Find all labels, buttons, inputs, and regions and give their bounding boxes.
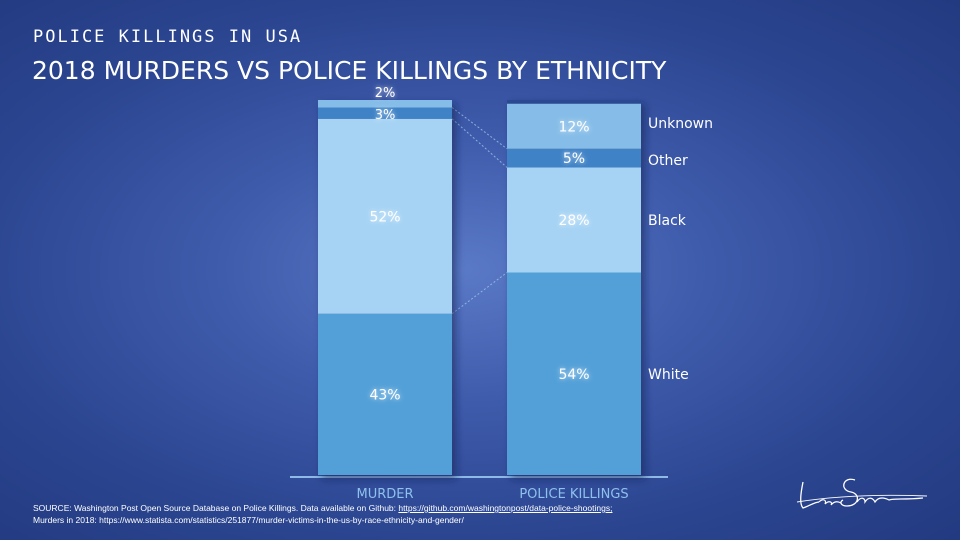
data-label-black-1: 52% [369,209,400,225]
bar-segment-other-2 [507,148,641,168]
data-label-white-2: 54% [558,367,589,383]
data-label-other-2: 5% [563,151,585,167]
data-label-black-2: 28% [558,213,589,229]
bar-segment-black-1 [318,118,452,314]
legend-other: Other [648,153,688,169]
connector-line [451,107,508,150]
bar-segment-unknown-1 [318,100,452,108]
legend-white: White [648,367,689,383]
bar-segment-black-2 [507,167,641,273]
category-label-2: POLICE KILLINGS [519,487,628,502]
connector-line [451,272,508,315]
source-line-1: SOURCE: Washington Post Open Source Data… [33,502,733,514]
chart-title: 2018 MURDERS VS POLICE KILLINGS BY ETHNI… [32,56,667,85]
legend-unknown: Unknown [648,116,713,132]
segment-labels: 43% 52% 3% 2% 54% 28% 5% 12% [369,86,589,403]
connector-line [451,118,508,168]
author-signature [796,478,928,509]
category-label-1: MURDER [356,487,413,502]
bar-segment-unknown-2 [507,103,641,149]
data-label-unknown-2: 12% [558,119,589,135]
source-github-link[interactable]: https://github.com/washingtonpost/data-p… [398,503,613,513]
data-label-white-1: 43% [369,387,400,403]
category-labels: MURDER POLICE KILLINGS [356,487,628,502]
data-label-other-1: 3% [375,108,396,123]
bar-segment-other-1 [318,107,452,119]
bar-segments [318,100,641,475]
source-text: SOURCE: Washington Post Open Source Data… [33,503,399,513]
source-note: SOURCE: Washington Post Open Source Data… [33,502,733,526]
bar-segment-white-2 [507,272,641,475]
source-line-2: Murders in 2018: https://www.statista.co… [33,515,464,525]
data-label-unknown-1: 2% [375,86,396,101]
series-legend: White Black Other Unknown [648,116,713,383]
chart-kicker: POLICE KILLINGS IN USA [33,27,303,47]
legend-black: Black [648,213,687,229]
bar-segment-white-1 [318,313,452,475]
connector-lines [451,107,508,315]
